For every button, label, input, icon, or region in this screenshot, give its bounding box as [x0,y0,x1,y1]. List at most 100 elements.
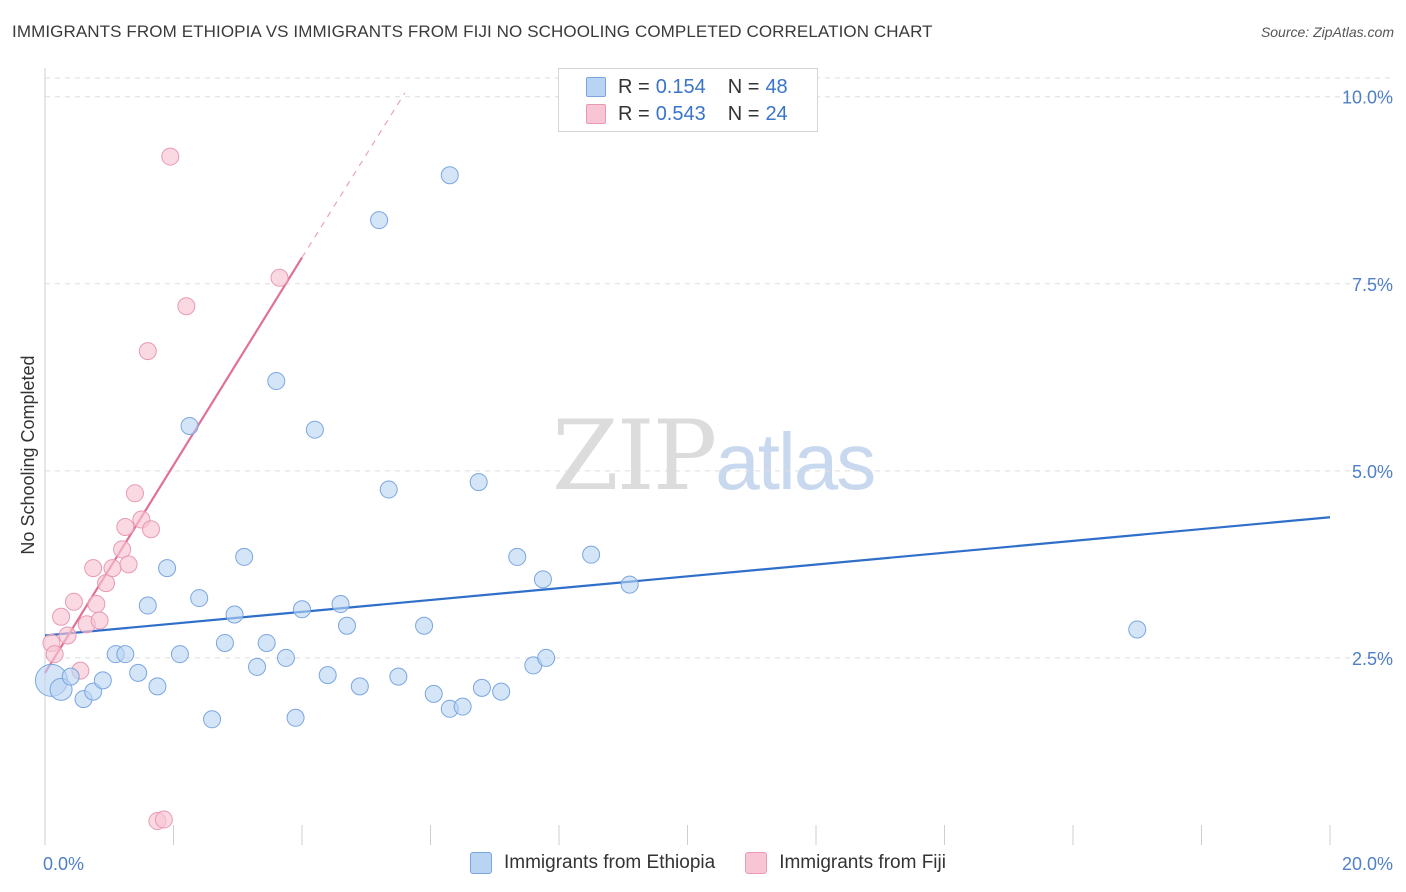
legend-row-ethiopia: R = 0.154 N = 48 [586,75,788,99]
fiji-point [52,607,71,626]
fiji-trend-extension [301,92,406,258]
fiji-point [103,559,122,578]
ethiopia-point [620,575,639,594]
watermark-atlas: atlas [715,417,876,506]
data-points [34,147,1147,831]
ethiopia-swatch [586,77,606,97]
fiji-point [138,342,157,361]
r-label: R = [618,75,650,98]
legend-row-fiji: R = 0.543 N = 24 [586,102,788,126]
ethiopia-point [293,600,311,619]
r-value: 0.543 [655,102,706,125]
fiji-point [125,484,144,503]
n-value: 24 [765,102,788,125]
ethiopia-point [331,595,350,614]
ethiopia-point [379,480,398,499]
ethiopia-point [257,633,276,652]
fiji-point [97,574,116,593]
ethiopia-point [318,666,337,685]
ethiopia-point [190,589,209,608]
source-credit: Source: ZipAtlas.com [1260,24,1394,40]
n-value: 48 [765,75,788,98]
ethiopia-point [138,596,157,615]
fiji-point [270,268,289,287]
fiji-point [116,517,135,536]
x-tick-label: 0.0% [43,854,84,874]
ethiopia-point [537,648,556,667]
ethiopia-point [440,166,459,185]
y-axis-label: No Schooling Completed [18,355,38,554]
fiji-point [154,810,173,829]
fiji-point [161,147,180,166]
ethiopia-point [508,547,527,566]
ethiopia-point [93,671,112,690]
y-tick-label: 10.0% [1342,88,1393,108]
watermark: ZIPatlas [552,400,876,512]
legend-item-ethiopia[interactable]: Immigrants from Ethiopia [470,852,715,874]
ethiopia-point [267,372,286,391]
fiji-point [45,645,64,664]
ethiopia-point [158,559,177,578]
legend-label-ethiopia: Immigrants from Ethiopia [504,852,716,873]
ethiopia-point [350,677,369,696]
ethiopia-point [492,682,511,701]
fiji-point [58,626,77,645]
fiji-legend-swatch [745,852,768,874]
ethiopia-point [235,547,254,566]
fiji-trend-line [44,257,303,674]
ethiopia-point [129,663,148,682]
chart-title: IMMIGRANTS FROM ETHIOPIA VS IMMIGRANTS F… [12,22,933,41]
fiji-point [177,297,196,316]
ethiopia-point [415,616,434,635]
ethiopia-trend-line [44,516,1331,637]
fiji-point [119,555,138,574]
n-label: N = [727,102,760,125]
legend-item-fiji[interactable]: Immigrants from Fiji [745,852,946,874]
ethiopia-point [1128,620,1147,639]
r-label: R = [618,102,650,125]
series-legend: Immigrants from Ethiopia Immigrants from… [470,852,976,874]
r-value: 0.154 [655,75,706,98]
ethiopia-point [215,633,234,652]
ethiopia-point [337,616,356,635]
ethiopia-point [248,657,267,676]
ethiopia-point [389,667,408,686]
ethiopia-point [225,605,244,624]
ethiopia-point [424,684,443,703]
fiji-point [64,592,83,611]
ethiopia-point [472,678,491,697]
fiji-point [87,595,106,614]
fiji-point [90,611,109,630]
fiji-point [84,559,103,578]
ethiopia-point [148,677,167,696]
tick-labels: 2.5% 5.0% 7.5% 10.0% 0.0% 20.0% [43,88,1393,874]
legend-label-fiji: Immigrants from Fiji [779,852,946,873]
ethiopia-legend-swatch [470,852,492,874]
ethiopia-point [370,211,389,230]
ethiopia-point [286,708,305,727]
ethiopia-point [582,545,601,564]
ethiopia-point [276,648,295,667]
axes [44,68,1331,845]
ethiopia-point [180,416,199,435]
ethiopia-point [533,570,552,589]
correlation-legend: R = 0.154 N = 48 R = 0.543 N = 24 [558,68,818,132]
ethiopia-point [453,697,472,716]
grid-lines [45,77,1395,659]
y-tick-label: 5.0% [1352,462,1393,482]
trend-lines [44,92,1331,674]
ethiopia-point [61,667,80,686]
ethiopia-point [305,420,324,439]
n-label: N = [727,75,760,98]
fiji-point [142,520,161,539]
fiji-swatch [586,104,606,124]
x-tick-label: 20.0% [1342,854,1393,874]
y-tick-label: 7.5% [1352,275,1393,295]
fiji-point [113,540,132,559]
ethiopia-point [469,473,488,492]
watermark-zip: ZIP [552,400,717,512]
ethiopia-point [116,645,135,664]
y-tick-label: 2.5% [1352,649,1393,669]
ethiopia-point [203,710,222,729]
